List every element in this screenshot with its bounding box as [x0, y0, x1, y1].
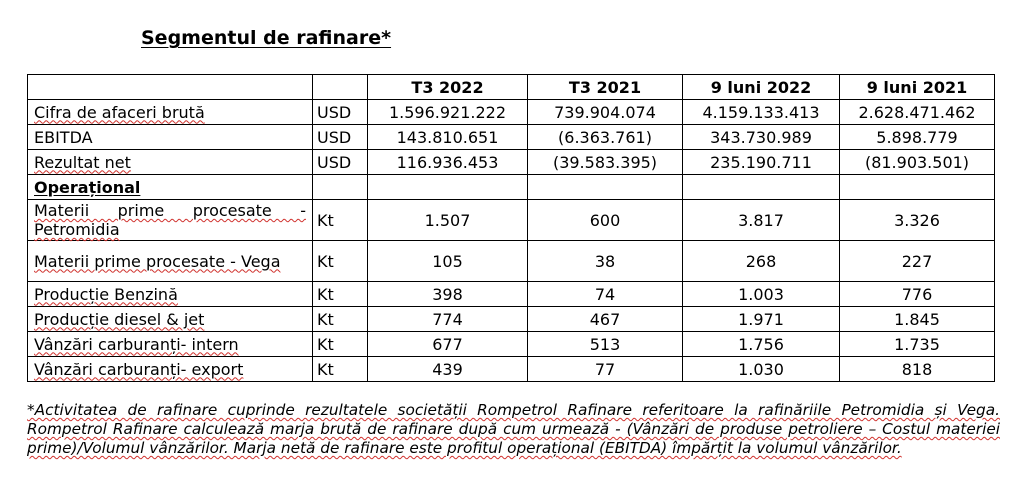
row-unit [312, 174, 368, 200]
row-label: Producție Benzină [34, 284, 178, 304]
row-label: Cifra de afaceri brută [34, 102, 205, 122]
row-unit: Kt [312, 356, 368, 382]
cell-value: 143.810.651 [367, 124, 528, 150]
cell-value [527, 174, 683, 200]
row-unit: USD [312, 124, 368, 150]
cell-value: 1.003 [682, 281, 840, 307]
footnote: *Activitatea de rafinare cuprinde rezult… [27, 401, 1000, 458]
row-unit: Kt [312, 306, 368, 332]
cell-value: (39.583.395) [527, 149, 683, 175]
row-label: Producție diesel & jet [34, 309, 205, 329]
cell-value: 467 [527, 306, 683, 332]
section-label: Operațional [27, 174, 313, 200]
cell-value: 116.936.453 [367, 149, 528, 175]
cell-value: 5.898.779 [839, 124, 995, 150]
row-unit: Kt [312, 240, 368, 282]
cell-value: 398 [367, 281, 528, 307]
table-row: EBITDA USD 143.810.651 (6.363.761) 343.7… [27, 124, 995, 150]
cell-value: 818 [839, 356, 995, 382]
header-cell-9m-2021: 9 luni 2021 [839, 74, 995, 100]
row-label: EBITDA [27, 124, 313, 150]
cell-value [367, 174, 528, 200]
cell-value: 2.628.471.462 [839, 99, 995, 125]
cell-value: 1.971 [682, 306, 840, 332]
cell-value: 235.190.711 [682, 149, 840, 175]
cell-value: 1.507 [367, 199, 528, 241]
row-unit: USD [312, 149, 368, 175]
cell-value: 677 [367, 331, 528, 357]
table-row: Materii prime procesate - Petromidia Kt … [27, 199, 995, 241]
row-unit: Kt [312, 281, 368, 307]
table-row: Producție Benzină Kt 398 74 1.003 776 [27, 281, 995, 307]
cell-value: 776 [839, 281, 995, 307]
row-unit: Kt [312, 199, 368, 241]
cell-value: 439 [367, 356, 528, 382]
row-label: Vânzări carburanți- intern [34, 334, 239, 354]
page-title: Segmentul de rafinare* [141, 27, 392, 49]
header-cell-9m-2022: 9 luni 2022 [682, 74, 840, 100]
cell-value: 739.904.074 [527, 99, 683, 125]
cell-value: 343.730.989 [682, 124, 840, 150]
row-unit: Kt [312, 331, 368, 357]
cell-value: 1.596.921.222 [367, 99, 528, 125]
cell-value: 105 [367, 240, 528, 282]
row-label: Materii prime procesate - Vega [34, 251, 281, 271]
cell-value: 227 [839, 240, 995, 282]
cell-value: 1.735 [839, 331, 995, 357]
row-label: Rezultat net [34, 152, 131, 172]
header-cell-t3-2022: T3 2022 [367, 74, 528, 100]
cell-value [682, 174, 840, 200]
cell-value: 77 [527, 356, 683, 382]
row-label: Materii prime procesate - Petromidia [34, 201, 306, 239]
cell-value: 268 [682, 240, 840, 282]
cell-value: 513 [527, 331, 683, 357]
cell-value: (81.903.501) [839, 149, 995, 175]
table-row: Vânzări carburanți- intern Kt 677 513 1.… [27, 331, 995, 357]
table-row: Rezultat net USD 116.936.453 (39.583.395… [27, 149, 995, 175]
header-cell-t3-2021: T3 2021 [527, 74, 683, 100]
refining-table: T3 2022 T3 2021 9 luni 2022 9 luni 2021 … [27, 74, 995, 382]
cell-value: 1.030 [682, 356, 840, 382]
cell-value: (6.363.761) [527, 124, 683, 150]
cell-value: 3.817 [682, 199, 840, 241]
table-row: Cifra de afaceri brută USD 1.596.921.222… [27, 99, 995, 125]
header-cell-unit [312, 74, 368, 100]
cell-value [839, 174, 995, 200]
cell-value: 3.326 [839, 199, 995, 241]
header-cell-label [27, 74, 313, 100]
cell-value: 774 [367, 306, 528, 332]
section-row: Operațional [27, 174, 995, 200]
row-unit: USD [312, 99, 368, 125]
cell-value: 600 [527, 199, 683, 241]
row-label: Vânzări carburanți- export [34, 359, 244, 379]
table-row: Vânzări carburanți- export Kt 439 77 1.0… [27, 356, 995, 382]
cell-value: 1.756 [682, 331, 840, 357]
table-row: Producție diesel & jet Kt 774 467 1.971 … [27, 306, 995, 332]
cell-value: 74 [527, 281, 683, 307]
footnote-text: *Activitatea de rafinare cuprinde rezult… [27, 401, 1000, 457]
table-row: Materii prime procesate - Vega Kt 105 38… [27, 240, 995, 282]
cell-value: 38 [527, 240, 683, 282]
cell-value: 1.845 [839, 306, 995, 332]
header-row: T3 2022 T3 2021 9 luni 2022 9 luni 2021 [27, 74, 995, 100]
cell-value: 4.159.133.413 [682, 99, 840, 125]
